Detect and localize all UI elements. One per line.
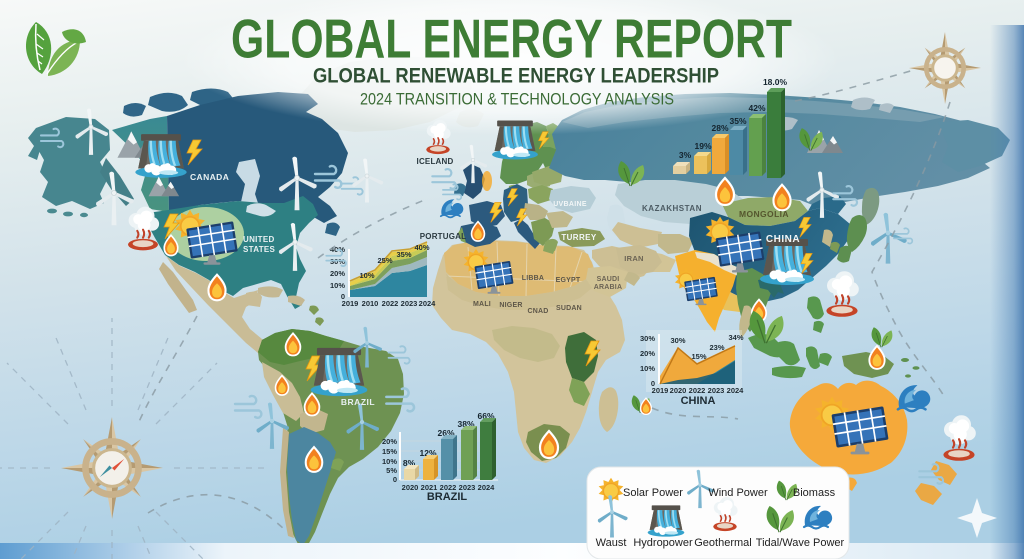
svg-text:Tidal/Wave Power: Tidal/Wave Power	[756, 537, 845, 549]
svg-text:MONGOLIA: MONGOLIA	[739, 209, 789, 219]
svg-text:CHINA: CHINA	[766, 234, 800, 245]
svg-text:0: 0	[651, 379, 655, 388]
svg-text:10%: 10%	[640, 364, 655, 373]
svg-text:8%: 8%	[403, 458, 416, 468]
svg-text:2022: 2022	[382, 299, 399, 308]
svg-text:20%: 20%	[640, 349, 655, 358]
svg-text:2010: 2010	[362, 299, 379, 308]
svg-text:LIBBA: LIBBA	[522, 275, 544, 282]
svg-text:10%: 10%	[382, 457, 397, 466]
svg-text:2023: 2023	[401, 299, 418, 308]
svg-text:NIGER: NIGER	[499, 302, 522, 309]
svg-text:Waust: Waust	[596, 537, 627, 549]
svg-text:66%: 66%	[477, 411, 494, 421]
svg-text:Biomass: Biomass	[793, 487, 836, 499]
svg-text:Hydropower: Hydropower	[633, 537, 693, 549]
svg-text:Geothermal: Geothermal	[694, 537, 751, 549]
svg-text:UNITED: UNITED	[243, 235, 275, 244]
svg-text:3%: 3%	[679, 150, 692, 160]
svg-text:EGYPT: EGYPT	[556, 277, 581, 284]
svg-text:0: 0	[341, 292, 345, 301]
svg-text:Solar Power: Solar Power	[623, 487, 683, 499]
svg-text:IRAN: IRAN	[624, 254, 644, 263]
svg-text:BRAZIL: BRAZIL	[427, 491, 468, 503]
svg-text:2021: 2021	[421, 483, 438, 492]
svg-text:GLOBAL RENEWABLE ENERGY LEADER: GLOBAL RENEWABLE ENERGY LEADERSHIP	[313, 65, 719, 88]
svg-text:19%: 19%	[694, 141, 711, 151]
svg-text:40%: 40%	[414, 243, 429, 252]
svg-text:CHINA: CHINA	[681, 395, 716, 407]
svg-text:2019: 2019	[652, 386, 669, 395]
svg-text:35%: 35%	[396, 250, 411, 259]
svg-text:23%: 23%	[709, 343, 724, 352]
svg-text:18.0%: 18.0%	[763, 77, 788, 87]
svg-text:2023: 2023	[708, 386, 725, 395]
svg-text:30%: 30%	[670, 336, 685, 345]
svg-text:PORTUGAL: PORTUGAL	[420, 232, 467, 241]
svg-text:5%: 5%	[386, 466, 397, 475]
svg-text:BRAZIL: BRAZIL	[341, 397, 375, 407]
svg-text:ARABIA: ARABIA	[594, 284, 622, 291]
svg-text:28%: 28%	[711, 123, 728, 133]
svg-text:2022: 2022	[440, 483, 457, 492]
svg-text:GLOBAL ENERGY REPORT: GLOBAL ENERGY REPORT	[231, 8, 792, 70]
svg-text:CNAD: CNAD	[527, 308, 548, 315]
svg-text:ICELAND: ICELAND	[417, 157, 454, 166]
svg-text:2019: 2019	[342, 299, 359, 308]
svg-text:2024 TRANSITION & TECHNOLOGY A: 2024 TRANSITION & TECHNOLOGY ANALYSIS	[360, 90, 674, 109]
svg-text:20%: 20%	[330, 269, 345, 278]
svg-text:0: 0	[393, 475, 397, 484]
svg-text:2024: 2024	[419, 299, 437, 308]
svg-text:15%: 15%	[691, 352, 706, 361]
svg-text:35%: 35%	[729, 116, 746, 126]
svg-text:2024: 2024	[727, 386, 745, 395]
svg-text:Wind Power: Wind Power	[708, 487, 768, 499]
svg-text:42%: 42%	[748, 103, 765, 113]
svg-text:2020: 2020	[670, 386, 687, 395]
svg-text:CANADA: CANADA	[190, 172, 229, 182]
svg-text:2022: 2022	[689, 386, 706, 395]
svg-text:TURREY: TURREY	[561, 233, 597, 242]
svg-text:25%: 25%	[377, 256, 392, 265]
svg-text:SAUDI: SAUDI	[597, 276, 620, 283]
svg-text:MALI: MALI	[473, 301, 491, 308]
svg-text:KAZAKHSTAN: KAZAKHSTAN	[642, 204, 702, 213]
svg-text:34%: 34%	[728, 333, 743, 342]
svg-text:UVBAINE: UVBAINE	[553, 201, 587, 208]
svg-text:12%: 12%	[419, 448, 436, 458]
svg-text:26%: 26%	[437, 428, 454, 438]
svg-text:2023: 2023	[459, 483, 476, 492]
svg-text:SUDAN: SUDAN	[556, 305, 582, 312]
svg-text:20%: 20%	[382, 437, 397, 446]
svg-text:30%: 30%	[640, 334, 655, 343]
svg-text:15%: 15%	[382, 447, 397, 456]
svg-text:38%: 38%	[457, 419, 474, 429]
svg-text:2024: 2024	[478, 483, 496, 492]
svg-text:10%: 10%	[359, 271, 374, 280]
svg-text:STATES: STATES	[243, 245, 276, 254]
svg-text:2020: 2020	[402, 483, 419, 492]
svg-text:10%: 10%	[330, 281, 345, 290]
